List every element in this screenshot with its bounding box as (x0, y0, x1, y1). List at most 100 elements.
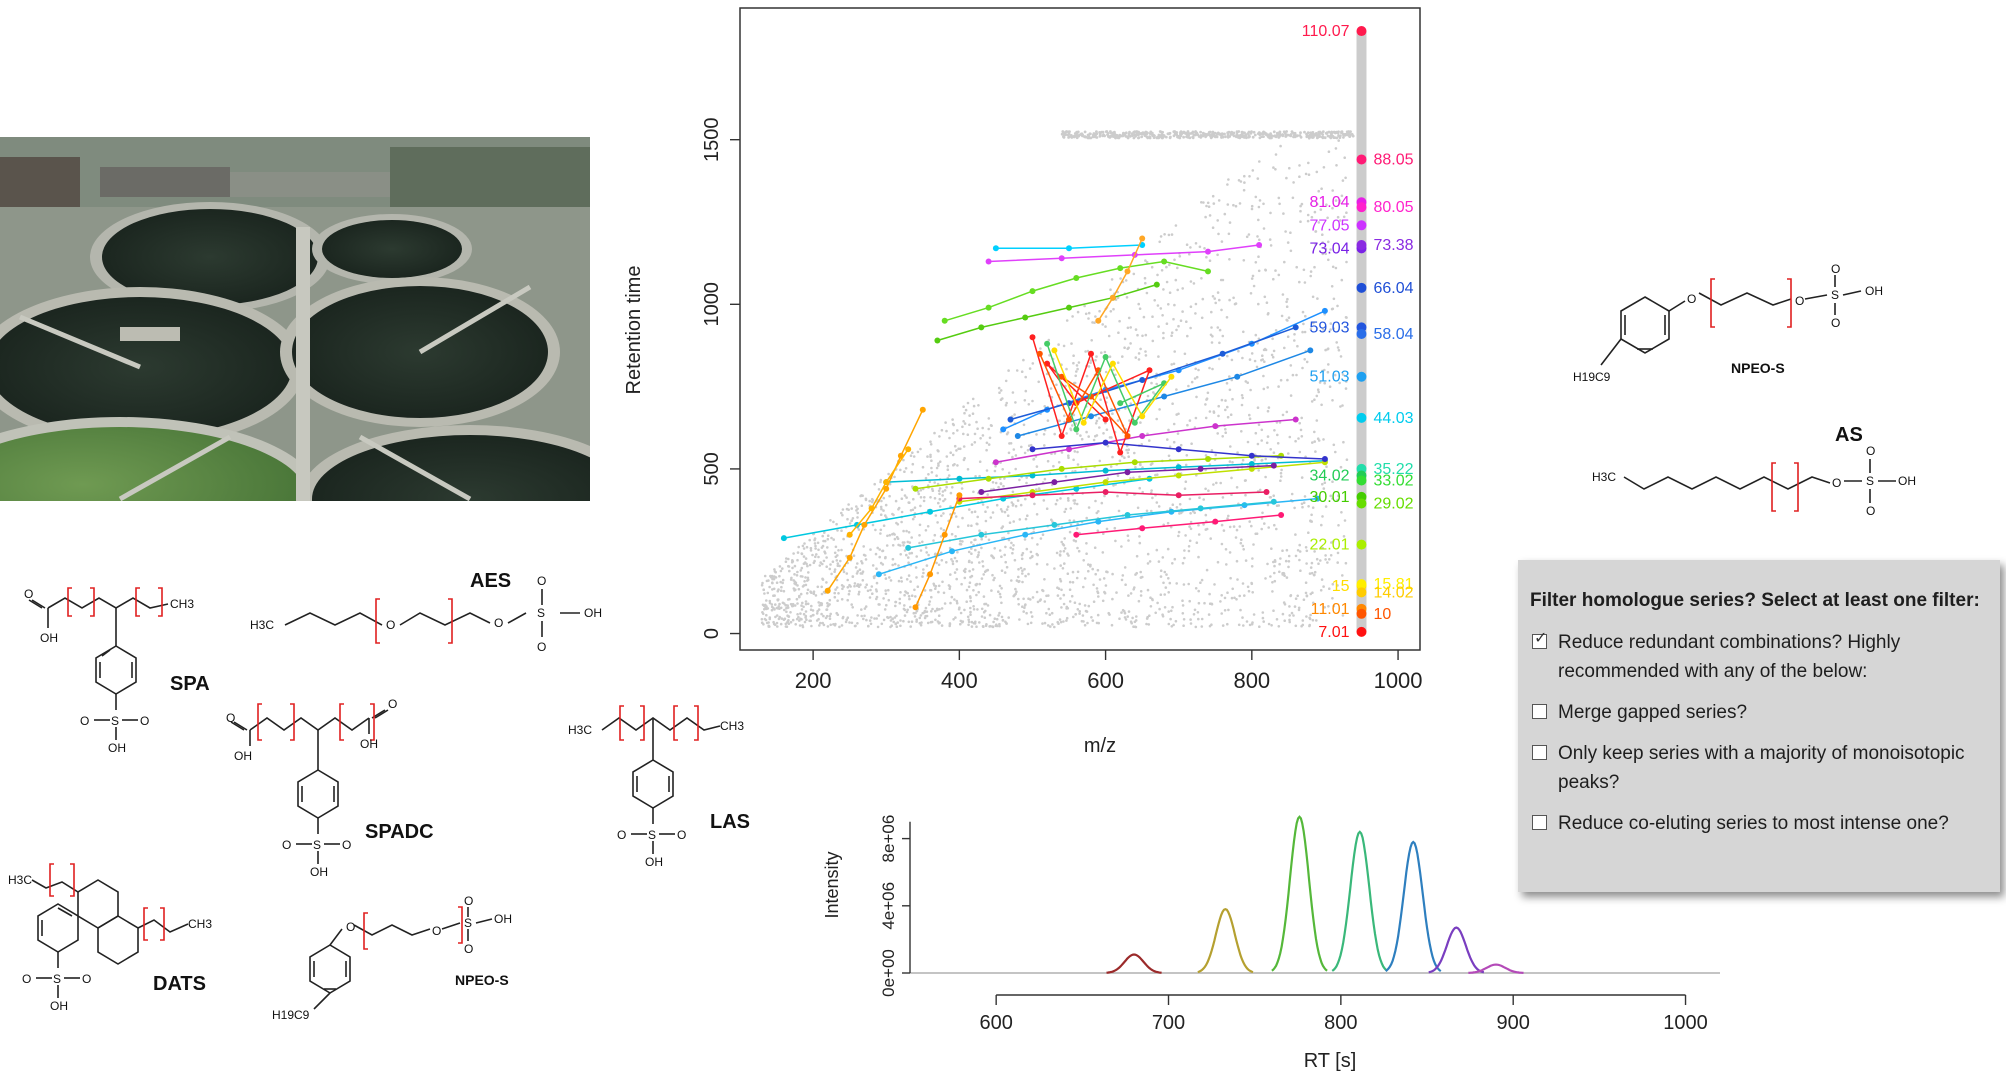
background-point (1253, 359, 1257, 363)
series-point (1307, 347, 1314, 354)
background-point (933, 431, 936, 435)
background-point (1153, 299, 1156, 302)
background-point (1076, 450, 1079, 454)
background-point (1135, 554, 1139, 558)
background-point (1060, 588, 1063, 592)
background-point (1189, 520, 1193, 524)
background-point (998, 622, 1001, 626)
background-point (1140, 516, 1143, 519)
background-point (1012, 544, 1015, 547)
background-point (1304, 581, 1308, 584)
series-point (1095, 518, 1102, 525)
background-point (1005, 622, 1008, 625)
background-point (1269, 244, 1273, 247)
background-point (1177, 324, 1180, 328)
background-point (1189, 527, 1193, 531)
background-point (1315, 419, 1319, 422)
series-point (1146, 367, 1153, 374)
option-reduce-redundant[interactable]: ✓ Reduce redundant combinations? Highly … (1530, 628, 1988, 686)
background-point (878, 555, 881, 559)
background-point (1035, 590, 1039, 594)
background-point (948, 622, 952, 625)
background-point (1005, 401, 1008, 405)
background-point (1191, 136, 1195, 140)
background-point (1162, 581, 1165, 585)
checkbox-reduce-redundant[interactable]: ✓ (1532, 630, 1547, 649)
background-point (912, 497, 915, 501)
background-point (846, 578, 849, 582)
background-point (1036, 543, 1039, 546)
option-monoisotopic[interactable]: Only keep series with a majority of mono… (1530, 739, 1988, 797)
background-point (1134, 356, 1138, 359)
background-point (787, 557, 790, 561)
background-point (1125, 296, 1129, 299)
background-point (992, 578, 995, 582)
background-point (968, 581, 972, 584)
background-point (1230, 476, 1233, 480)
background-point (774, 603, 777, 606)
background-point (1250, 524, 1253, 528)
background-point (798, 595, 801, 599)
background-point (1149, 605, 1153, 608)
background-point (1152, 136, 1156, 140)
background-point (796, 570, 799, 574)
background-point (1250, 565, 1254, 568)
background-point (877, 603, 880, 606)
background-point (1275, 527, 1278, 531)
background-point (1302, 598, 1306, 601)
background-point (1100, 501, 1104, 505)
background-point (1232, 296, 1235, 300)
background-point (1022, 423, 1026, 427)
background-point (1275, 504, 1279, 508)
background-point (949, 505, 952, 508)
background-point (1124, 583, 1127, 586)
series-point (1219, 350, 1226, 357)
background-point (1033, 502, 1036, 506)
background-point (1111, 572, 1114, 576)
option-coeluting[interactable]: Reduce co-eluting series to most intense… (1530, 809, 1988, 838)
peak-trace (1197, 908, 1254, 974)
background-point (1223, 596, 1227, 600)
checkbox-monoisotopic[interactable] (1532, 745, 1547, 760)
background-point (1004, 379, 1008, 383)
atom-o: O (342, 838, 351, 852)
homologue-marker (1356, 626, 1367, 637)
background-point (977, 551, 981, 554)
background-point (1070, 136, 1074, 139)
background-point (1072, 354, 1075, 358)
series-point (846, 554, 853, 561)
background-point (1021, 569, 1024, 572)
background-point (803, 580, 806, 583)
background-point (1175, 582, 1178, 585)
background-point (1278, 570, 1281, 574)
series-point (978, 489, 985, 495)
background-point (1278, 562, 1281, 566)
background-point (800, 552, 804, 556)
background-point (1098, 578, 1102, 581)
checkbox-coeluting[interactable] (1532, 815, 1547, 830)
background-point (832, 538, 835, 541)
checkbox-merge-gapped[interactable] (1532, 704, 1547, 719)
y-axis-label: Intensity (822, 851, 842, 918)
background-point (814, 594, 818, 597)
atom-o: O (1866, 444, 1875, 458)
background-point (1323, 381, 1326, 385)
background-point (1325, 203, 1328, 206)
background-point (1207, 489, 1210, 493)
background-point (1219, 132, 1223, 136)
background-point (983, 616, 987, 619)
background-point (1321, 252, 1325, 256)
option-merge-gapped[interactable]: Merge gapped series? (1530, 698, 1988, 727)
background-point (1124, 279, 1128, 282)
background-point (1345, 260, 1348, 264)
background-point (1065, 319, 1069, 322)
background-point (1243, 181, 1246, 184)
background-point (1067, 136, 1070, 139)
background-point (1273, 523, 1276, 527)
background-point (806, 564, 809, 568)
background-point (884, 589, 887, 592)
background-point (792, 587, 796, 590)
background-point (997, 386, 1001, 390)
background-point (796, 602, 799, 605)
background-point (801, 625, 805, 629)
